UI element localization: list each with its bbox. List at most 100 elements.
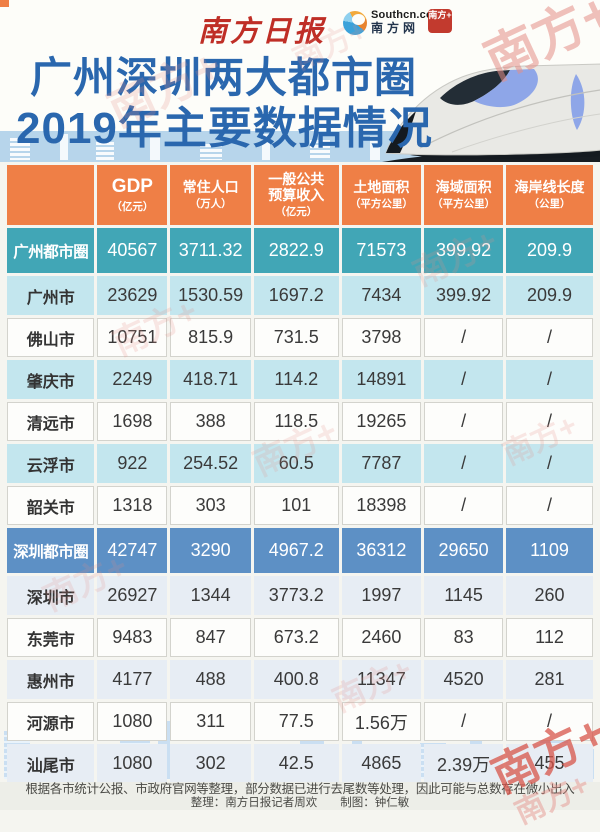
value-cell: 260 (506, 576, 593, 615)
table-row: 广州市 23629 1530.59 1697.2 7434 399.92 209.9 (7, 276, 593, 315)
value-cell: / (506, 444, 593, 483)
value-cell: 1697.2 (253, 276, 339, 315)
value-cell: 60.5 (253, 444, 339, 483)
value-cell: 1997 (341, 576, 422, 615)
value-cell: 1530.59 (170, 276, 251, 315)
source-note: 根据各市统计公报、市政府官网等整理，部分数据已进行去尾数等处理，因此可能与总数存… (25, 782, 575, 796)
value-cell: 101 (253, 486, 339, 525)
value-cell: 71573 (341, 228, 422, 273)
table-row: 汕尾市 1080 302 42.5 4865 2.39万 455 (7, 744, 593, 783)
value-cell: 2460 (341, 618, 422, 657)
table-row: 云浮市 922 254.52 60.5 7787// (7, 444, 593, 483)
value-cell: 254.52 (170, 444, 251, 483)
value-cell: 4177 (97, 660, 168, 699)
southcn-domain-text: Southcn.com (371, 9, 443, 21)
value-cell: 1145 (424, 576, 504, 615)
value-cell: 118.5 (253, 402, 339, 441)
value-cell: 11347 (341, 660, 422, 699)
footer: 根据各市统计公报、市政府官网等整理，部分数据已进行去尾数等处理，因此可能与总数存… (0, 782, 600, 810)
table-row: 深圳市 26927 1344 3773.2 1997 1145 260 (7, 576, 593, 615)
value-cell: 3711.32 (170, 228, 251, 273)
value-cell: 281 (506, 660, 593, 699)
value-cell: 19265 (341, 402, 422, 441)
row-name: 汕尾市 (7, 744, 95, 783)
row-name: 肇庆市 (7, 360, 95, 399)
table-row: 河源市 1080 311 77.5 1.56万 / / (7, 702, 593, 741)
row-name: 清远市 (7, 402, 95, 441)
corner-decoration (0, 0, 9, 7)
value-cell: 42.5 (253, 744, 339, 783)
value-cell: 209.9 (506, 228, 593, 273)
row-name: 惠州市 (7, 660, 95, 699)
value-cell: 1344 (170, 576, 251, 615)
value-cell: 114.2 (253, 360, 339, 399)
value-cell: 2249 (97, 360, 168, 399)
value-cell: 488 (170, 660, 251, 699)
value-cell: 209.9 (506, 276, 593, 315)
value-cell: 9483 (97, 618, 168, 657)
value-cell: 731.5 (253, 318, 339, 357)
data-table: GDP （亿元） 常住人口 （万人） 一般公共 预算收入 （亿元） 土地面积 （平方公里） 海域… (4, 162, 596, 786)
value-cell: / (424, 702, 504, 741)
value-cell: 2822.9 (253, 228, 339, 273)
table-row: 东莞市 9483 847 673.2 2460 83 112 (7, 618, 593, 657)
value-cell: / (506, 360, 593, 399)
value-cell: 7434 (341, 276, 422, 315)
value-cell: 3290 (170, 528, 251, 573)
value-cell: 303 (170, 486, 251, 525)
table-row: 广州都市圈 40567 3711.32 2822.9 71573 399.92 209.9 (7, 228, 593, 273)
value-cell: / (424, 360, 504, 399)
value-cell: 7787 (341, 444, 422, 483)
column-header: 土地面积 （平方公里） (341, 165, 422, 225)
masthead: 南方日报 Southcn.com 南方网 南方+ (0, 6, 600, 48)
value-cell: / (424, 486, 504, 525)
column-header: 常住人口 （万人） (170, 165, 251, 225)
value-cell: / (506, 318, 593, 357)
value-cell: 399.92 (424, 276, 504, 315)
value-cell: 400.8 (253, 660, 339, 699)
value-cell: / (424, 402, 504, 441)
main-title-line1: 广州深圳两大都市圈 (30, 54, 418, 101)
row-name: 深圳市 (7, 576, 95, 615)
value-cell: 418.71 (170, 360, 251, 399)
credits: 整理：南方日报记者周欢 制图：钟仁敏 (190, 796, 410, 809)
value-cell: 112 (506, 618, 593, 657)
value-cell: 1080 (97, 744, 168, 783)
value-cell: / (424, 444, 504, 483)
row-name: 佛山市 (7, 318, 95, 357)
value-cell: / (424, 318, 504, 357)
value-cell: 18398 (341, 486, 422, 525)
table-row: 韶关市 1318 303 101 18398// (7, 486, 593, 525)
column-header: GDP （亿元） (97, 165, 168, 225)
main-title-line2: 2019年主要数据情况 (16, 104, 433, 153)
row-name: 深圳都市圈 (7, 528, 95, 573)
value-cell: 1109 (506, 528, 593, 573)
southcn-globe-icon (343, 11, 367, 35)
value-cell: 922 (97, 444, 168, 483)
nanfang-plus-badge: 南方+ (428, 9, 452, 33)
row-name: 韶关市 (7, 486, 95, 525)
value-cell: / (506, 486, 593, 525)
table-row: 惠州市 4177 488 400.8 11347 4520 281 (7, 660, 593, 699)
value-cell: 14891 (341, 360, 422, 399)
row-name: 广州都市圈 (7, 228, 95, 273)
value-cell: 455 (506, 744, 593, 783)
value-cell: 23629 (97, 276, 168, 315)
value-cell: 399.92 (424, 228, 504, 273)
southcn-logo: Southcn.com 南方网 (371, 9, 443, 35)
table-row: 深圳都市圈 42747 3290 4967.2 36312 29650 1109 (7, 528, 593, 573)
southcn-name-text: 南方网 (371, 20, 420, 35)
value-cell: 302 (170, 744, 251, 783)
value-cell: / (506, 702, 593, 741)
column-header: 海域面积 （平方公里） (424, 165, 504, 225)
value-cell: 388 (170, 402, 251, 441)
value-cell: 311 (170, 702, 251, 741)
column-header (7, 165, 95, 225)
value-cell: 847 (170, 618, 251, 657)
table-row: 佛山市 10751 815.9 731.5 3798// (7, 318, 593, 357)
value-cell: 40567 (97, 228, 168, 273)
value-cell: 3798 (341, 318, 422, 357)
value-cell: 1.56万 (341, 702, 422, 741)
row-name: 河源市 (7, 702, 95, 741)
